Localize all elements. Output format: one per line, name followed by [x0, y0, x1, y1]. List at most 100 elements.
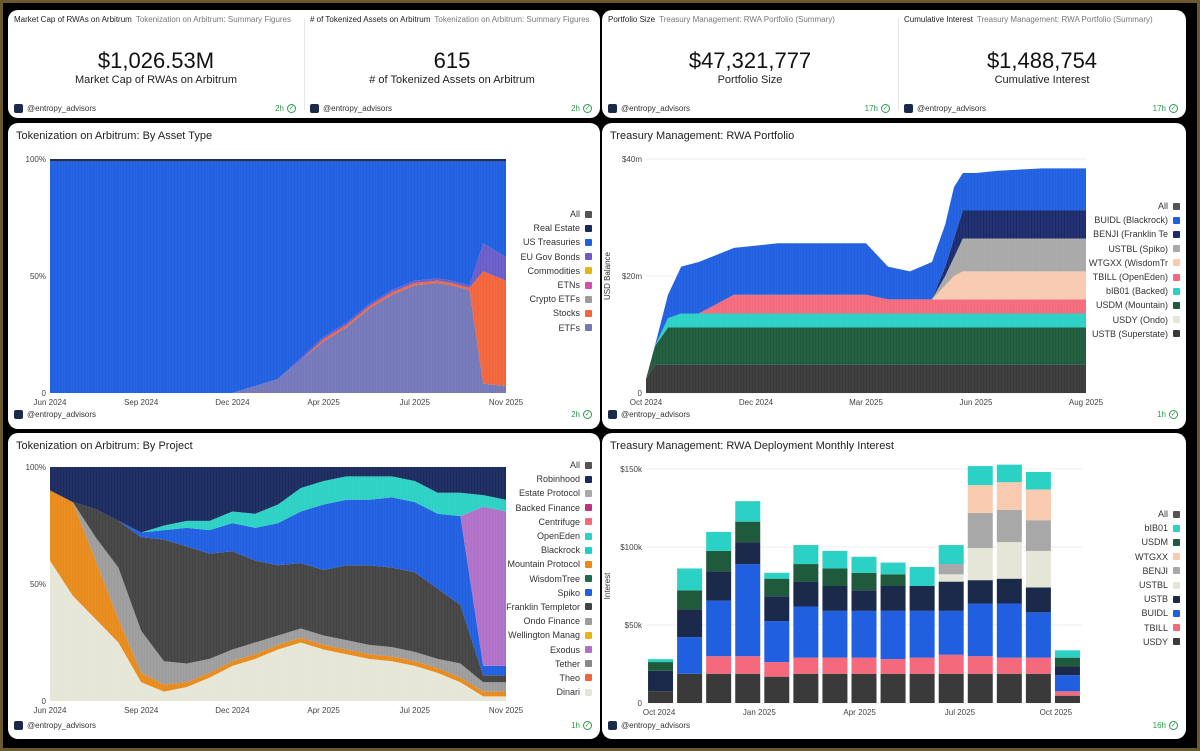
legend-item-bib01[interactable]: bIB01 — [1135, 521, 1180, 535]
project-chart[interactable]: 0 50% 100% Jun 2024 Sep 2024 Dec 2024 Apr 2025… — [8, 433, 600, 739]
bar-tbill-oct-2025[interactable] — [1025, 657, 1051, 674]
brand-footer[interactable]: @entropy_advisors — [608, 721, 690, 730]
legend-item-exodus[interactable]: Exodus — [506, 642, 592, 656]
legend-item-wtgxx-wisdomtr[interactable]: WTGXX (WisdomTr — [1089, 256, 1180, 270]
legend-item-ustbl-spiko[interactable]: USTBL (Spiko) — [1089, 242, 1180, 256]
bar-tbill-jun-2025[interactable] — [909, 657, 935, 674]
bar-tbill-nov-2024[interactable] — [706, 656, 732, 674]
bar-usdm-sep-2024[interactable] — [648, 662, 674, 671]
bar-benji-jul-2025[interactable] — [938, 564, 964, 575]
legend-item-usdy[interactable]: USDY — [1135, 635, 1180, 649]
bar-ustb-sep-2024[interactable] — [648, 670, 674, 692]
legend-item-bib01-backed[interactable]: bIB01 (Backed) — [1089, 284, 1180, 298]
area-series-dinari[interactable] — [50, 560, 506, 701]
bar-benji-oct-2025[interactable] — [1025, 520, 1051, 551]
bar-usdy-aug-2025[interactable] — [967, 673, 993, 703]
bar-ustb-jan-2025[interactable] — [764, 596, 790, 622]
bar-usdy-sep-2025[interactable] — [996, 673, 1022, 703]
legend-item-benji[interactable]: BENJI — [1135, 564, 1180, 578]
bar-tbill-sep-2025[interactable] — [996, 657, 1022, 674]
brand-footer[interactable]: @entropy_advisors — [14, 410, 96, 419]
bar-buidl-aug-2025[interactable] — [967, 603, 993, 657]
bar-usdy-apr-2025[interactable] — [851, 673, 877, 703]
bar-buidl-dec-2024[interactable] — [735, 564, 761, 657]
area-series-etfs[interactable] — [50, 283, 506, 393]
legend-item-etns[interactable]: ETNs — [520, 278, 592, 292]
bar-tbill-dec-2024[interactable] — [735, 656, 761, 674]
legend-item-wtgxx[interactable]: WTGXX — [1135, 550, 1180, 564]
bar-usdy-jan-2025[interactable] — [764, 676, 790, 703]
bar-bib01-oct-2025[interactable] — [1025, 471, 1051, 490]
bar-usdy-oct-2024[interactable] — [677, 673, 703, 703]
legend-item-ondo-finance[interactable]: Ondo Finance — [506, 614, 592, 628]
bar-ustb-may-2025[interactable] — [880, 586, 906, 611]
legend-item-tether[interactable]: Tether — [506, 657, 592, 671]
bar-ustb-oct-2024[interactable] — [677, 609, 703, 638]
bar-bib01-dec-2024[interactable] — [735, 501, 761, 522]
area-series-ondo-finance[interactable] — [50, 490, 506, 692]
legend-item-tbill-openeden[interactable]: TBILL (OpenEden) — [1089, 270, 1180, 284]
asset-type-chart[interactable]: 0 50% 100% Jun 2024 Sep 2024 Dec 2024 Apr 2025… — [8, 123, 600, 429]
bar-buidl-oct-2024[interactable] — [677, 637, 703, 674]
bar-usdy-jun-2025[interactable] — [909, 673, 935, 703]
bar-buidl-sep-2025[interactable] — [996, 603, 1022, 658]
brand-footer[interactable]: @entropy_advisors — [904, 104, 986, 113]
area-series-benji-franklin-te[interactable] — [646, 210, 1086, 379]
bar-wtgxx-sep-2025[interactable] — [996, 482, 1022, 510]
legend-item-all[interactable]: All — [506, 458, 592, 472]
bar-usdm-nov-2025[interactable] — [1054, 657, 1080, 667]
legend-item-us-treasuries[interactable]: US Treasuries — [520, 235, 592, 249]
bar-bib01-jan-2025[interactable] — [764, 572, 790, 579]
legend-item-buidl-blackrock[interactable]: BUIDL (Blackrock) — [1089, 213, 1180, 227]
bar-bib01-nov-2025[interactable] — [1054, 650, 1080, 658]
brand-footer[interactable]: @entropy_advisors — [14, 721, 96, 730]
legend-item-centrifuge[interactable]: Centrifuge — [506, 515, 592, 529]
bar-buidl-mar-2025[interactable] — [822, 610, 848, 658]
bar-usdy-nov-2024[interactable] — [706, 673, 732, 703]
bar-ustbl-sep-2025[interactable] — [996, 542, 1022, 579]
bar-buidl-feb-2025[interactable] — [793, 606, 819, 658]
bar-ustbl-aug-2025[interactable] — [967, 547, 993, 581]
kpi-card-cumulative-interest[interactable]: Cumulative Interest Treasury Management: … — [898, 10, 1186, 118]
bar-ustb-feb-2025[interactable] — [793, 581, 819, 607]
bar-tbill-feb-2025[interactable] — [793, 657, 819, 674]
legend-item-usdy-ondo[interactable]: USDY (Ondo) — [1089, 313, 1180, 327]
bar-usdy-mar-2025[interactable] — [822, 673, 848, 703]
bar-usdm-nov-2024[interactable] — [706, 550, 732, 572]
bar-usdm-feb-2025[interactable] — [793, 564, 819, 582]
legend-item-tbill[interactable]: TBILL — [1135, 621, 1180, 635]
bar-usdy-dec-2024[interactable] — [735, 673, 761, 703]
bar-usdm-mar-2025[interactable] — [822, 568, 848, 586]
bar-bib01-may-2025[interactable] — [880, 562, 906, 575]
legend-item-mountain-protocol[interactable]: Mountain Protocol — [506, 557, 592, 571]
legend-item-spiko[interactable]: Spiko — [506, 586, 592, 600]
bar-bib01-oct-2024[interactable] — [677, 568, 703, 591]
legend-item-etfs[interactable]: ETFs — [520, 321, 592, 335]
bar-ustb-aug-2025[interactable] — [967, 580, 993, 604]
legend-item-benji-franklin-te[interactable]: BENJI (Franklin Te — [1089, 227, 1180, 241]
legend-item-all[interactable]: All — [1135, 507, 1180, 521]
legend-item-all[interactable]: All — [520, 207, 592, 221]
bar-buidl-oct-2025[interactable] — [1025, 612, 1051, 658]
legend-item-usdm-mountain[interactable]: USDM (Mountain) — [1089, 298, 1180, 312]
legend-item-openeden[interactable]: OpenEden — [506, 529, 592, 543]
bar-usdm-jan-2025[interactable] — [764, 578, 790, 597]
bar-bib01-mar-2025[interactable] — [822, 550, 848, 569]
area-series-robinhood[interactable] — [50, 467, 506, 533]
bar-tbill-may-2025[interactable] — [880, 659, 906, 674]
legend-item-wellington-manag[interactable]: Wellington Manag — [506, 628, 592, 642]
legend-item-usdm[interactable]: USDM — [1135, 535, 1180, 549]
bar-usdm-may-2025[interactable] — [880, 574, 906, 586]
bar-usdy-nov-2025[interactable] — [1054, 695, 1080, 703]
bar-ustb-dec-2024[interactable] — [735, 542, 761, 565]
area-series-us-treasuries[interactable] — [50, 161, 506, 393]
area-series-usdm-mountain[interactable] — [646, 327, 1086, 379]
bar-usdm-dec-2024[interactable] — [735, 521, 761, 543]
bar-ustb-sep-2025[interactable] — [996, 578, 1022, 604]
legend-item-wisdomtree[interactable]: WisdomTree — [506, 572, 592, 586]
area-series-franklin-templetor[interactable] — [50, 490, 506, 683]
bar-usdy-feb-2025[interactable] — [793, 673, 819, 703]
legend-item-buidl[interactable]: BUIDL — [1135, 606, 1180, 620]
legend-item-estate-protocol[interactable]: Estate Protocol — [506, 486, 592, 500]
bar-buidl-may-2025[interactable] — [880, 610, 906, 660]
